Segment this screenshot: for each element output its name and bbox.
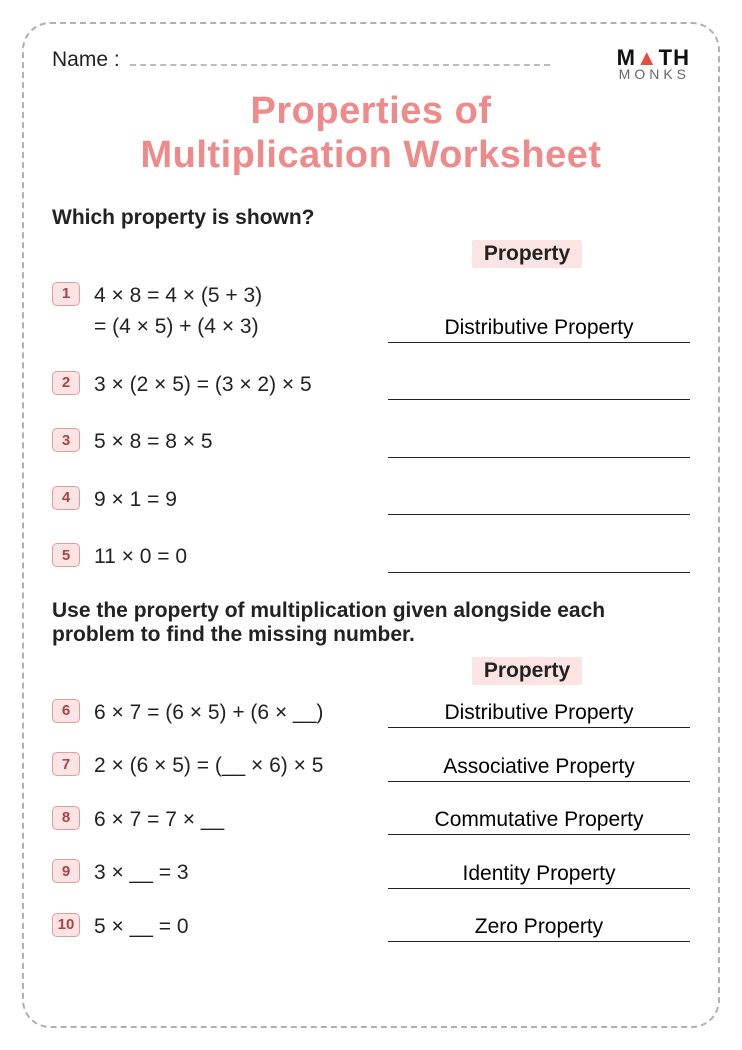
section1-list: 1 4 × 8 = 4 × (5 + 3)= (4 × 5) + (4 × 3) D… <box>52 280 690 573</box>
name-input-line[interactable] <box>130 52 550 66</box>
question-row: 2 3 × (2 × 5) = (3 × 2) × 5 <box>52 369 690 401</box>
question-expression: 6 × 7 = 7 × __ <box>94 804 374 836</box>
question-number-badge: 10 <box>52 913 80 937</box>
answer-line[interactable]: Distributive Property <box>388 701 690 728</box>
section2-instruction: Use the property of multiplication given… <box>52 599 690 647</box>
answer-line[interactable]: Distributive Property <box>388 316 690 343</box>
answer-line[interactable]: Zero Property <box>388 915 690 942</box>
question-number-badge: 1 <box>52 282 80 306</box>
answer-line[interactable] <box>388 547 690 573</box>
section1-instruction: Which property is shown? <box>52 206 690 230</box>
question-number-badge: 7 <box>52 752 80 776</box>
question-expression: 3 × (2 × 5) = (3 × 2) × 5 <box>94 369 374 401</box>
question-number-badge: 4 <box>52 486 80 510</box>
section2-col-header: Property <box>472 657 582 685</box>
name-label: Name : <box>52 48 120 72</box>
question-row: 9 3 × __ = 3 Identity Property <box>52 857 690 889</box>
answer-line[interactable] <box>388 432 690 458</box>
answer-line[interactable]: Identity Property <box>388 862 690 889</box>
answer-line[interactable] <box>388 489 690 515</box>
question-expression: 2 × (6 × 5) = (__ × 6) × 5 <box>94 750 374 782</box>
question-number-badge: 8 <box>52 806 80 830</box>
question-number-badge: 5 <box>52 543 80 567</box>
triangle-icon: ▲ <box>636 48 659 68</box>
section2-list: 6 6 × 7 = (6 × 5) + (6 × __) Distributive … <box>52 697 690 943</box>
question-number-badge: 9 <box>52 859 80 883</box>
question-expression: 6 × 7 = (6 × 5) + (6 × __) <box>94 697 374 729</box>
question-row: 3 5 × 8 = 8 × 5 <box>52 426 690 458</box>
question-number-badge: 3 <box>52 428 80 452</box>
worksheet-frame: Name : M▲TH MONKS Properties of Multipli… <box>22 22 720 1028</box>
answer-line[interactable]: Associative Property <box>388 755 690 782</box>
question-row: 4 9 × 1 = 9 <box>52 484 690 516</box>
question-expression: 4 × 8 = 4 × (5 + 3)= (4 × 5) + (4 × 3) <box>94 280 374 343</box>
question-expression: 9 × 1 = 9 <box>94 484 374 516</box>
section1-col-header: Property <box>472 240 582 268</box>
question-row: 10 5 × __ = 0 Zero Property <box>52 911 690 943</box>
question-number-badge: 2 <box>52 371 80 395</box>
worksheet-title: Properties of Multiplication Worksheet <box>52 90 690 177</box>
question-row: 7 2 × (6 × 5) = (__ × 6) × 5 Associative P… <box>52 750 690 782</box>
logo-top: M▲TH <box>617 48 690 68</box>
question-number-badge: 6 <box>52 699 80 723</box>
question-row: 5 11 × 0 = 0 <box>52 541 690 573</box>
question-expression: 11 × 0 = 0 <box>94 541 374 573</box>
brand-logo: M▲TH MONKS <box>617 48 690 80</box>
question-row: 8 6 × 7 = 7 × __ Commutative Property <box>52 804 690 836</box>
header-row: Name : M▲TH MONKS <box>52 48 690 80</box>
title-line-2: Multiplication Worksheet <box>52 134 690 178</box>
answer-line[interactable] <box>388 374 690 400</box>
question-row: 1 4 × 8 = 4 × (5 + 3)= (4 × 5) + (4 × 3) D… <box>52 280 690 343</box>
answer-line[interactable]: Commutative Property <box>388 808 690 835</box>
title-line-1: Properties of <box>52 90 690 134</box>
question-expression: 5 × 8 = 8 × 5 <box>94 426 374 458</box>
question-expression: 3 × __ = 3 <box>94 857 374 889</box>
name-field-row: Name : <box>52 48 550 72</box>
question-row: 6 6 × 7 = (6 × 5) + (6 × __) Distributive … <box>52 697 690 729</box>
logo-bottom: MONKS <box>617 68 690 81</box>
question-expression: 5 × __ = 0 <box>94 911 374 943</box>
